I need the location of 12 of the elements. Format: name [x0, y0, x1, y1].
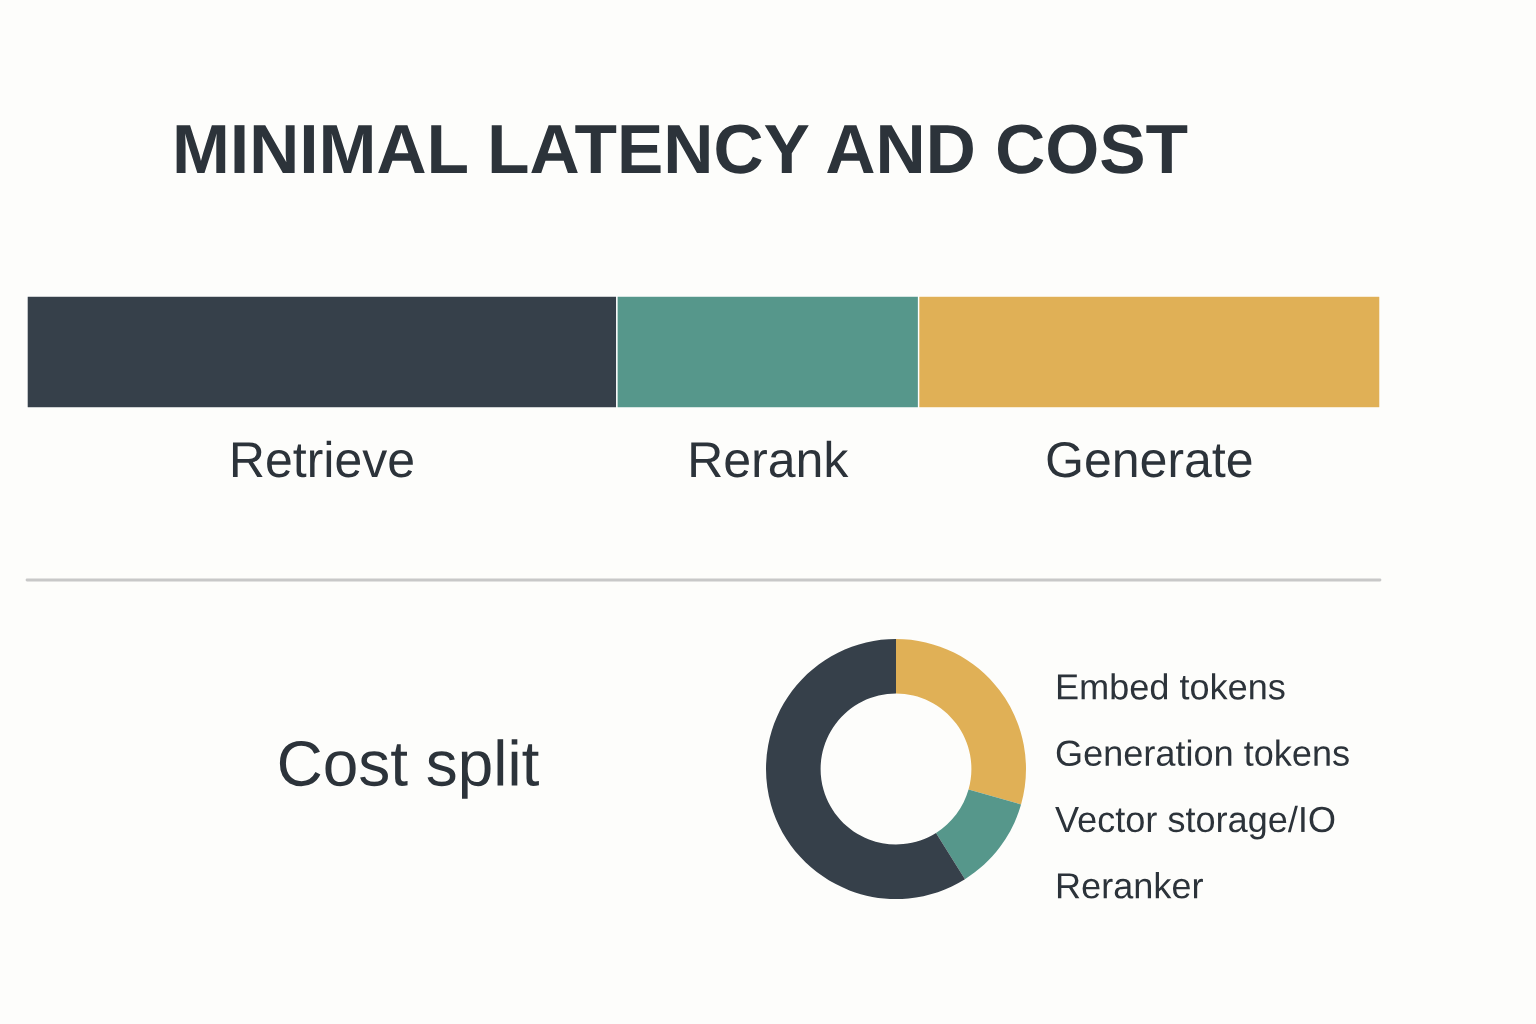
text: Embed tokens [1057, 673, 1285, 700]
series-label: Retrieve [232, 440, 413, 478]
donut-slice [766, 639, 965, 899]
donut-slice [936, 789, 1022, 880]
series-label: Generate [1047, 442, 1252, 478]
series-label: Rerank [691, 440, 849, 478]
chart-title: MINIMAL LATENCY AND COST [176, 124, 1188, 174]
donut-slice [896, 639, 1026, 805]
text: Generation tokens [1056, 739, 1349, 766]
text: Vector storage/IO [1055, 805, 1335, 840]
text: Reranker [1057, 872, 1203, 899]
text: Cost split [279, 739, 539, 799]
